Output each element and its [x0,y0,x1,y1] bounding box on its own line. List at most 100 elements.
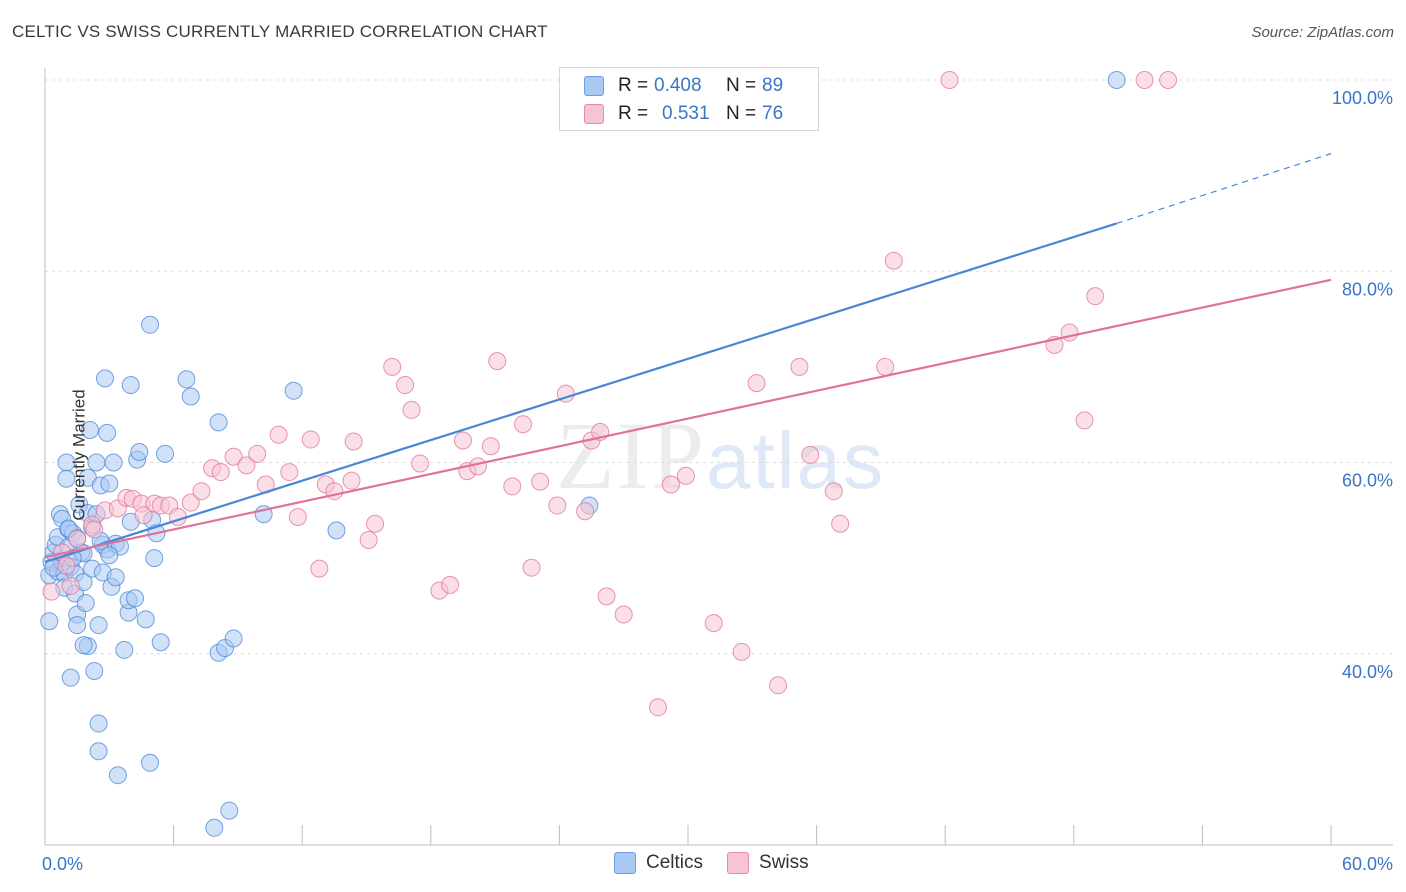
point-swiss [288,508,307,527]
point-celtics [327,521,346,540]
point-swiss [42,582,61,601]
point-swiss [747,374,766,393]
point-celtics [89,616,108,635]
point-swiss [704,614,723,633]
point-celtics [205,818,224,837]
point-swiss [488,352,507,371]
point-celtics [61,668,80,687]
point-celtics [126,589,145,608]
point-swiss [876,357,895,376]
point-celtics [136,610,155,629]
chart-title: CELTIC VS SWISS CURRENTLY MARRIED CORREL… [12,22,548,41]
point-swiss [224,447,243,466]
y-tick-label: 80.0% [1342,279,1393,299]
y-tick-label: 40.0% [1342,662,1393,682]
point-swiss [597,587,616,606]
legend-n-value: 76 [762,103,784,124]
point-swiss [383,357,402,376]
point-swiss [359,530,378,549]
point-swiss [824,482,843,501]
point-swiss [1159,71,1178,89]
series-legend-item-celtics[interactable]: Celtics [614,852,703,874]
point-celtics [87,453,106,472]
point-celtics [181,387,200,406]
legend-swatch-swiss [727,852,750,874]
trendline-extension-celtics [1116,153,1332,225]
point-swiss [301,430,320,449]
point-celtics [141,315,160,334]
point-swiss [1086,287,1105,306]
point-celtics [57,469,76,488]
point-swiss [61,576,80,595]
legend-n-label: N = [726,103,757,124]
point-swiss [769,676,788,695]
point-swiss [831,514,850,533]
point-swiss [522,558,541,577]
point-swiss [366,514,385,533]
point-swiss [1075,411,1094,430]
point-celtics [89,714,108,733]
point-celtics [177,370,196,389]
point-swiss [648,698,667,717]
chart-source: Source: ZipAtlas.com [1251,24,1394,41]
legend-r-value: 0.408 [654,75,702,96]
point-celtics [115,640,134,659]
point-swiss [402,400,421,419]
point-celtics [76,594,95,613]
point-swiss [884,251,903,270]
point-celtics [106,568,125,587]
point-swiss [192,482,211,501]
legend-swatch-celtics [614,852,636,874]
watermark-atlas: atlas [706,416,885,505]
legend-r-label: R = [618,75,649,96]
x-tick-label: 0.0% [42,854,83,874]
point-swiss [85,520,104,539]
point-celtics [104,453,123,472]
point-swiss [576,502,595,521]
legend-r-value: 0.531 [662,103,710,124]
point-swiss [134,506,153,525]
point-swiss [790,357,809,376]
point-swiss [181,493,200,512]
point-celtics [100,546,119,565]
point-celtics [81,420,100,439]
point-swiss [453,431,472,450]
point-swiss [614,605,633,624]
legend-row-celtics: R = 0.408 N = 89 [584,73,783,99]
point-celtics [121,376,140,395]
point-swiss [940,71,959,89]
point-swiss [548,496,567,515]
point-celtics [141,753,160,772]
point-celtics [224,629,243,648]
point-celtics [145,549,164,568]
correlation-legend: R = 0.408 N = 89 R = 0.531 N = 76 [559,67,819,131]
point-celtics [74,636,93,655]
point-swiss [237,456,256,475]
point-celtics [68,616,87,635]
y-axis-label: Currently Married [69,389,89,521]
point-celtics [130,442,149,461]
point-celtics [85,661,104,680]
legend-swatch-swiss [584,104,604,124]
legend-r-label: R = [618,103,649,124]
point-swiss [503,477,522,496]
point-celtics [1107,71,1126,89]
point-swiss [396,376,415,395]
point-swiss [661,475,680,494]
point-swiss [1135,71,1154,89]
point-swiss [676,466,695,485]
point-celtics [40,612,59,631]
point-swiss [269,425,288,444]
trendline-swiss [44,278,1332,559]
point-celtics [220,801,239,820]
point-swiss [513,415,532,434]
point-swiss [248,444,267,463]
point-swiss [732,642,751,661]
legend-swatch-celtics [584,76,604,96]
series-legend-item-swiss[interactable]: Swiss [727,852,809,874]
trendline-celtics [44,222,1117,563]
y-tick-label: 60.0% [1342,471,1393,491]
point-celtics [89,742,108,761]
legend-n-value: 89 [762,75,784,96]
